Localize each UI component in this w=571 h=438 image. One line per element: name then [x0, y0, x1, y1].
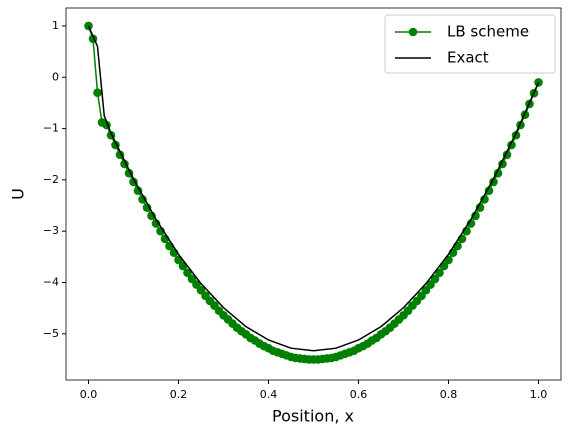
y-tick-label: −4 [43, 276, 59, 289]
y-tick-label: −5 [43, 327, 59, 340]
marker [480, 195, 489, 204]
marker [484, 186, 494, 195]
marker [183, 268, 192, 278]
marker [444, 255, 453, 265]
marker [430, 274, 440, 284]
y-tick-label: −1 [43, 122, 59, 135]
y-axis-label: U [9, 188, 28, 200]
y-tick-label: 1 [52, 19, 59, 32]
legend-label: LB scheme [447, 23, 529, 41]
x-tick-label: 0.0 [80, 388, 98, 401]
marker [475, 203, 485, 212]
marker [435, 268, 444, 278]
series-line [87, 25, 540, 361]
y-tick-label: 0 [52, 70, 59, 83]
marker [138, 195, 147, 204]
legend-marker [408, 27, 418, 37]
marker [534, 78, 543, 87]
y-tick-label: −3 [43, 224, 59, 237]
legend-label: Exact [447, 49, 489, 67]
x-axis-label: Position, x [272, 407, 354, 426]
x-tick-label: 1.0 [530, 388, 548, 401]
y-tick-label: −2 [43, 173, 59, 186]
plot-frame [65, 7, 562, 381]
marker [133, 186, 143, 195]
marker [142, 203, 152, 212]
x-tick-label: 0.2 [170, 388, 188, 401]
x-tick-label: 0.4 [260, 388, 278, 401]
marker [84, 21, 93, 31]
marker [93, 88, 102, 97]
x-tick-label: 0.6 [350, 388, 368, 401]
series-line [87, 25, 540, 352]
x-tick-label: 0.8 [440, 388, 458, 401]
